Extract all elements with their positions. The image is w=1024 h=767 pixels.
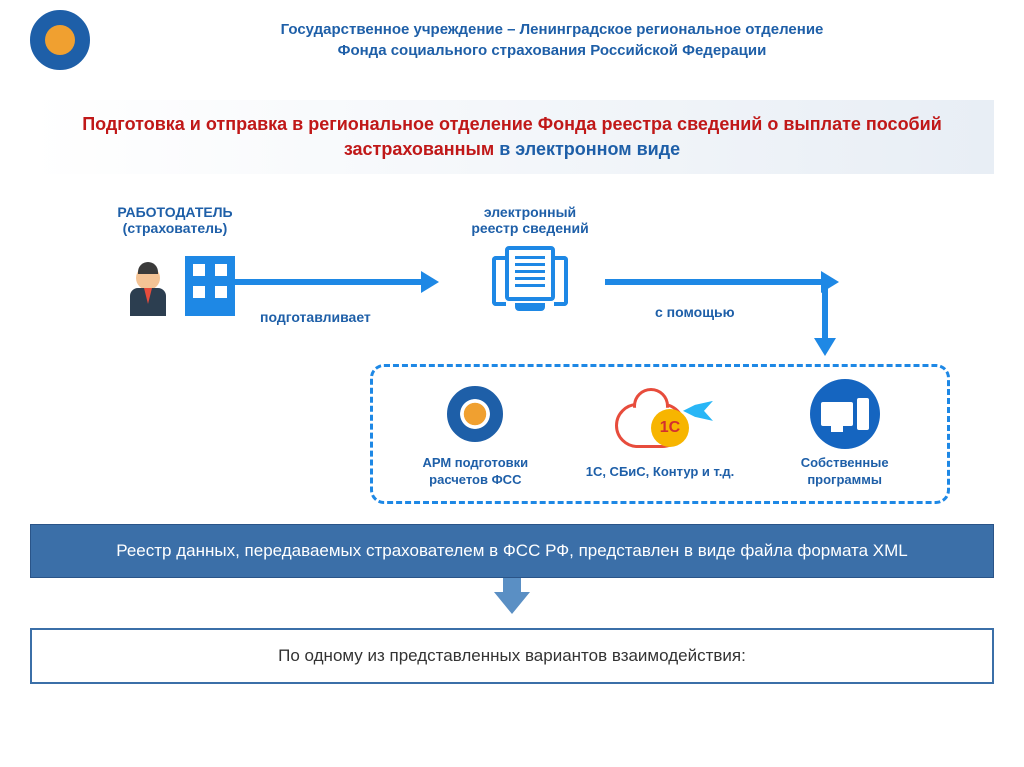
- arrow-via: [605, 279, 825, 285]
- tool-1c-label: 1С, СБиС, Контур и т.д.: [580, 464, 740, 481]
- registry-node: электронный реестр сведений: [455, 204, 605, 311]
- arrow-prepare-label: подготавливает: [260, 309, 371, 325]
- flow-diagram: РАБОТОДАТЕЛЬ (страхователь) подготавлива…: [60, 204, 964, 484]
- info-bar-variants: По одному из представленных вариантов вз…: [30, 628, 994, 684]
- person-icon: [130, 266, 166, 316]
- arrow-via-label: с помощью: [655, 304, 735, 320]
- employer-node: РАБОТОДАТЕЛЬ (страхователь): [100, 204, 250, 316]
- header-line1: Государственное учреждение – Ленинградск…: [110, 19, 994, 40]
- registry-label-2: реестр сведений: [455, 220, 605, 236]
- cloud-1c-icon: 1C: [615, 393, 705, 453]
- tool-arm-label: АРМ подготовки расчетов ФСС: [395, 455, 555, 489]
- tool-own-software: Собственные программы: [765, 379, 925, 489]
- fss-logo-small-icon: [447, 386, 503, 442]
- title-blue-part: в электронном виде: [494, 139, 680, 159]
- info-bar-xml: Реестр данных, передаваемых страхователе…: [30, 524, 994, 578]
- registry-label-1: электронный: [455, 204, 605, 220]
- tools-box: АРМ подготовки расчетов ФСС 1C 1С, СБиС,…: [370, 364, 950, 504]
- pc-icon: [810, 379, 880, 449]
- logo-1c: 1C: [651, 409, 689, 447]
- employer-label-1: РАБОТОДАТЕЛЬ: [100, 204, 250, 220]
- tool-1c-sbis: 1C 1С, СБиС, Контур и т.д.: [580, 388, 740, 481]
- header-line2: Фонда социального страхования Российской…: [110, 40, 994, 61]
- tool-arm-fss: АРМ подготовки расчетов ФСС: [395, 379, 555, 489]
- down-arrow-icon: [494, 592, 530, 614]
- building-icon: [185, 256, 235, 316]
- arrow-prepare: [225, 279, 425, 285]
- fss-logo-icon: [30, 10, 90, 70]
- document-icon: [495, 246, 565, 311]
- bird-icon: [683, 401, 713, 421]
- page-title: Подготовка и отправка в региональное отд…: [30, 100, 994, 174]
- employer-label-2: (страхователь): [100, 220, 250, 236]
- tool-own-label: Собственные программы: [765, 455, 925, 489]
- header-title: Государственное учреждение – Ленинградск…: [110, 19, 994, 61]
- header: Государственное учреждение – Ленинградск…: [0, 0, 1024, 80]
